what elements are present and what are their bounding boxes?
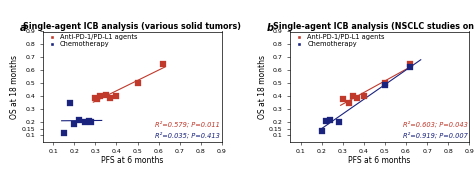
Point: [106, 96, 114, 99]
Point: [326, 118, 334, 121]
Point: [354, 96, 361, 99]
Text: R²=0.035; P=0.413: R²=0.035; P=0.413: [155, 132, 220, 138]
Point: [85, 120, 93, 122]
X-axis label: PFS at 6 months: PFS at 6 months: [348, 156, 411, 166]
Title: Single-agent ICB analysis (NSCLC studies only): Single-agent ICB analysis (NSCLC studies…: [273, 22, 474, 31]
Point: [349, 95, 357, 98]
Text: R²=0.579; P=0.011: R²=0.579; P=0.011: [155, 121, 220, 127]
Point: [134, 82, 141, 85]
Point: [87, 121, 95, 124]
Point: [339, 97, 346, 100]
Text: b: b: [267, 23, 273, 33]
Point: [406, 65, 414, 68]
Point: [60, 131, 67, 134]
Y-axis label: OS at 18 months: OS at 18 months: [258, 55, 267, 119]
Point: [81, 121, 89, 124]
Point: [71, 122, 78, 125]
Text: a: a: [19, 23, 26, 33]
Point: [322, 120, 329, 122]
Point: [406, 62, 414, 65]
Point: [318, 130, 326, 133]
Title: Single-agent ICB analysis (various solid tumors): Single-agent ICB analysis (various solid…: [23, 22, 241, 31]
X-axis label: PFS at 6 months: PFS at 6 months: [101, 156, 164, 166]
Point: [75, 118, 82, 121]
Point: [113, 95, 120, 98]
Point: [94, 97, 101, 100]
Text: R²=0.603; P=0.043: R²=0.603; P=0.043: [402, 121, 467, 127]
Y-axis label: OS at 18 months: OS at 18 months: [10, 55, 19, 119]
Point: [360, 95, 368, 98]
Legend: Anti-PD-1/PD-L1 agents, Chemotherapy: Anti-PD-1/PD-L1 agents, Chemotherapy: [292, 33, 385, 48]
Legend: Anti-PD-1/PD-L1 agents, Chemotherapy: Anti-PD-1/PD-L1 agents, Chemotherapy: [45, 33, 138, 48]
Point: [381, 83, 389, 86]
Point: [91, 96, 99, 99]
Point: [96, 95, 103, 98]
Point: [381, 82, 389, 85]
Point: [159, 62, 167, 65]
Point: [345, 102, 353, 104]
Point: [335, 121, 342, 124]
Point: [102, 94, 109, 96]
Text: R²=0.919; P=0.007: R²=0.919; P=0.007: [402, 132, 467, 138]
Point: [66, 102, 74, 104]
